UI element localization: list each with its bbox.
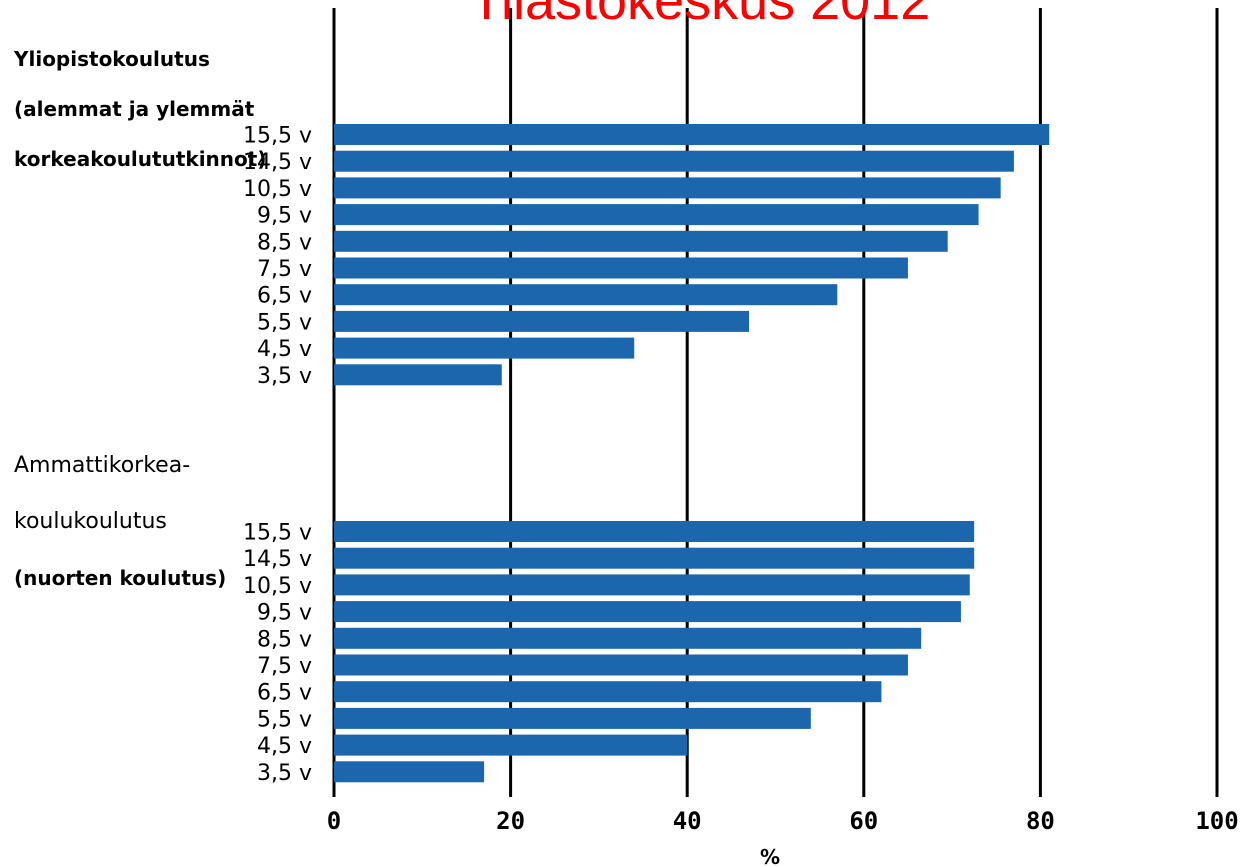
x-axis-label: % [760, 845, 780, 867]
category-label-g1-7: 6,5 v [257, 284, 312, 309]
tick-label-100: 100 [1195, 807, 1238, 835]
category-label-g1-3: 10,5 v [243, 177, 312, 202]
category-label-g2-1: 15,5 v [243, 521, 312, 546]
group-title-polytechnic-line-2: koulukoulutus [14, 509, 167, 534]
bar-g1-5 [334, 230, 948, 252]
bar-g1-9 [334, 337, 635, 359]
tick-label-20: 20 [496, 807, 525, 835]
overlay-title: Tilastokeskus 2012 [470, 0, 931, 31]
group-title-polytechnic-line-3: (nuorten koulutus) [14, 566, 227, 590]
bar-g2-5 [334, 627, 922, 649]
bar-g1-7 [334, 284, 838, 306]
category-label-g1-9: 4,5 v [257, 337, 312, 362]
category-label-g1-2: 14,5 v [243, 150, 312, 175]
category-label-g2-4: 9,5 v [257, 601, 312, 626]
group-title-university: Yliopistokoulutus (alemmat ja ylemmät ko… [14, 22, 266, 197]
category-label-g2-3: 10,5 v [243, 574, 312, 599]
category-label-g1-8: 5,5 v [257, 310, 312, 335]
bar-g2-6 [334, 654, 908, 676]
bar-g2-2 [334, 547, 975, 569]
tick-label-80: 80 [1026, 807, 1055, 835]
group-title-university-line-3: korkeakoulututkinnot) [14, 147, 267, 171]
category-label-g1-5: 8,5 v [257, 230, 312, 255]
tick-label-60: 60 [849, 807, 878, 835]
category-label-g2-10: 3,5 v [257, 761, 312, 786]
tick-label-0: 0 [327, 807, 341, 835]
bar-g1-2 [334, 150, 1014, 172]
category-label-g2-8: 5,5 v [257, 707, 312, 732]
bar-g2-4 [334, 601, 961, 623]
group-title-polytechnic: Ammattikorkea- koulukoulutus (nuorten ko… [14, 424, 226, 620]
tick-label-40: 40 [673, 807, 702, 835]
bar-g1-1 [334, 124, 1050, 145]
category-label-g1-4: 9,5 v [257, 204, 312, 229]
category-label-g1-10: 3,5 v [257, 364, 312, 389]
bar-g1-4 [334, 204, 979, 226]
bar-g1-3 [334, 177, 1001, 199]
category-label-g2-5: 8,5 v [257, 627, 312, 652]
bar-g2-10 [334, 761, 485, 783]
group-title-polytechnic-line-1: Ammattikorkea- [14, 453, 191, 478]
bar-g2-8 [334, 707, 811, 729]
bar-g2-3 [334, 574, 970, 596]
category-label-g1-1: 15,5 v [243, 124, 312, 149]
bar-g2-7 [334, 681, 882, 703]
category-label-g2-9: 4,5 v [257, 734, 312, 759]
bar-g1-10 [334, 364, 502, 386]
category-label-g2-6: 7,5 v [257, 654, 312, 679]
category-label-g1-6: 7,5 v [257, 257, 312, 282]
category-label-g2-2: 14,5 v [243, 547, 312, 572]
bar-g2-9 [334, 734, 688, 756]
group-title-university-line-1: Yliopistokoulutus [14, 47, 210, 71]
bar-g1-6 [334, 257, 908, 279]
bar-g1-8 [334, 310, 750, 332]
category-label-g2-7: 6,5 v [257, 681, 312, 706]
bar-g2-1 [334, 521, 975, 542]
group-title-university-line-2: (alemmat ja ylemmät [14, 97, 255, 121]
